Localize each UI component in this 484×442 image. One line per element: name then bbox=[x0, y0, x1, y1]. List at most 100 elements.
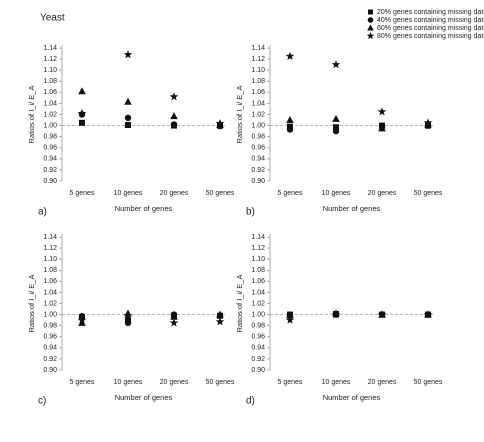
y-tick-label: 1.10 bbox=[251, 256, 265, 263]
marker-star bbox=[123, 50, 133, 59]
legend-circle bbox=[367, 17, 374, 23]
marker-circle bbox=[124, 319, 132, 327]
x-tick-label: 50 genes bbox=[414, 379, 443, 386]
y-tick-label: 1.08 bbox=[43, 267, 57, 274]
y-tick-label: 1.12 bbox=[251, 245, 265, 252]
y-tick-label: 1.06 bbox=[251, 89, 265, 96]
legend-label: 40% genes containing missing data bbox=[377, 17, 484, 24]
marker-triangle bbox=[216, 310, 224, 318]
y-tick-label: 1.00 bbox=[251, 311, 265, 318]
axis-label: Number of genes bbox=[323, 204, 381, 213]
axis-label: Number of genes bbox=[323, 393, 381, 402]
y-tick-label: 1.04 bbox=[251, 289, 265, 296]
y-tick-label: 1.04 bbox=[43, 100, 57, 107]
marker-triangle bbox=[378, 124, 386, 132]
y-tick-label: 0.90 bbox=[43, 178, 57, 185]
y-tick-label: 0.96 bbox=[43, 334, 57, 341]
marker-circle bbox=[332, 127, 340, 135]
y-tick-label: 1.00 bbox=[251, 122, 265, 129]
x-tick-label: 10 genes bbox=[322, 190, 351, 197]
y-tick-label: 1.02 bbox=[43, 300, 57, 307]
panel-label: a) bbox=[38, 207, 47, 218]
marker-triangle bbox=[170, 112, 178, 120]
marker-star bbox=[331, 310, 341, 319]
y-tick-label: 0.98 bbox=[251, 134, 265, 141]
y-tick-label: 1.08 bbox=[251, 78, 265, 85]
y-tick-label: 1.04 bbox=[251, 100, 265, 107]
x-tick-label: 20 genes bbox=[368, 190, 397, 197]
panel-label: d) bbox=[246, 396, 255, 407]
y-tick-label: 0.94 bbox=[43, 156, 57, 163]
marker-star bbox=[423, 310, 433, 319]
y-tick-label: 1.06 bbox=[43, 89, 57, 96]
y-tick-label: 1.00 bbox=[43, 311, 57, 318]
legend-label: 20% genes containing missing data bbox=[377, 9, 484, 16]
marker-triangle bbox=[332, 114, 340, 122]
chart-title: Yeast bbox=[40, 13, 65, 24]
y-tick-label: 1.04 bbox=[43, 289, 57, 296]
y-tick-label: 1.14 bbox=[251, 45, 265, 52]
x-tick-label: 5 genes bbox=[278, 190, 303, 197]
y-tick-label: 1.10 bbox=[43, 256, 57, 263]
y-tick-label: 0.98 bbox=[43, 134, 57, 141]
x-tick-label: 20 genes bbox=[160, 190, 189, 197]
marker-circle bbox=[124, 114, 132, 122]
legend-star bbox=[366, 32, 375, 40]
marker-square bbox=[79, 119, 85, 126]
y-tick-label: 1.10 bbox=[43, 67, 57, 74]
x-tick-label: 20 genes bbox=[160, 379, 189, 386]
y-tick-label: 1.14 bbox=[251, 234, 265, 241]
y-tick-label: 1.02 bbox=[251, 111, 265, 118]
marker-triangle bbox=[286, 116, 294, 124]
marker-star bbox=[169, 92, 179, 101]
y-tick-label: 1.12 bbox=[251, 56, 265, 63]
y-tick-label: 1.06 bbox=[251, 278, 265, 285]
y-tick-label: 1.08 bbox=[43, 78, 57, 85]
y-tick-label: 0.92 bbox=[43, 356, 57, 363]
marker-star bbox=[123, 311, 133, 320]
marker-circle bbox=[170, 121, 178, 128]
x-tick-label: 50 genes bbox=[206, 190, 235, 197]
y-tick-label: 0.92 bbox=[43, 167, 57, 174]
y-tick-label: 0.96 bbox=[43, 145, 57, 152]
legend-label: 60% genes containing missing data bbox=[377, 25, 484, 32]
y-tick-label: 0.92 bbox=[251, 167, 265, 174]
y-tick-label: 0.90 bbox=[43, 367, 57, 374]
legend-triangle bbox=[367, 24, 374, 31]
x-tick-label: 20 genes bbox=[368, 379, 397, 386]
x-tick-label: 50 genes bbox=[414, 190, 443, 197]
y-tick-label: 0.92 bbox=[251, 356, 265, 363]
y-tick-label: 1.14 bbox=[43, 45, 57, 52]
x-tick-label: 5 genes bbox=[70, 190, 95, 197]
marker-star bbox=[215, 317, 225, 326]
y-tick-label: 1.02 bbox=[43, 111, 57, 118]
axis-label: Ratios of I_i/ E_A bbox=[27, 86, 36, 144]
axis-label: Ratios of I_i/ E_A bbox=[235, 275, 244, 333]
y-tick-label: 0.96 bbox=[251, 334, 265, 341]
y-tick-label: 1.14 bbox=[43, 234, 57, 241]
axis-label: Number of genes bbox=[115, 393, 173, 402]
y-tick-label: 0.94 bbox=[251, 156, 265, 163]
y-tick-label: 0.90 bbox=[251, 367, 265, 374]
marker-star bbox=[169, 318, 179, 327]
y-tick-label: 0.94 bbox=[43, 345, 57, 352]
marker-star bbox=[377, 310, 387, 319]
y-tick-label: 1.02 bbox=[251, 300, 265, 307]
x-tick-label: 50 genes bbox=[206, 379, 235, 386]
marker-star bbox=[377, 107, 387, 116]
marker-star bbox=[215, 118, 225, 128]
marker-star bbox=[331, 60, 341, 69]
marker-square bbox=[333, 124, 339, 131]
y-tick-label: 1.12 bbox=[43, 245, 57, 252]
x-tick-label: 10 genes bbox=[322, 379, 351, 386]
panel-label: c) bbox=[38, 396, 46, 407]
marker-circle bbox=[286, 126, 294, 133]
marker-triangle bbox=[170, 312, 178, 320]
marker-star bbox=[423, 118, 433, 127]
marker-triangle bbox=[124, 97, 132, 105]
axis-label: Ratios of I_i/ E_A bbox=[27, 275, 36, 333]
y-tick-label: 1.08 bbox=[251, 267, 265, 274]
y-tick-label: 1.00 bbox=[43, 122, 57, 129]
